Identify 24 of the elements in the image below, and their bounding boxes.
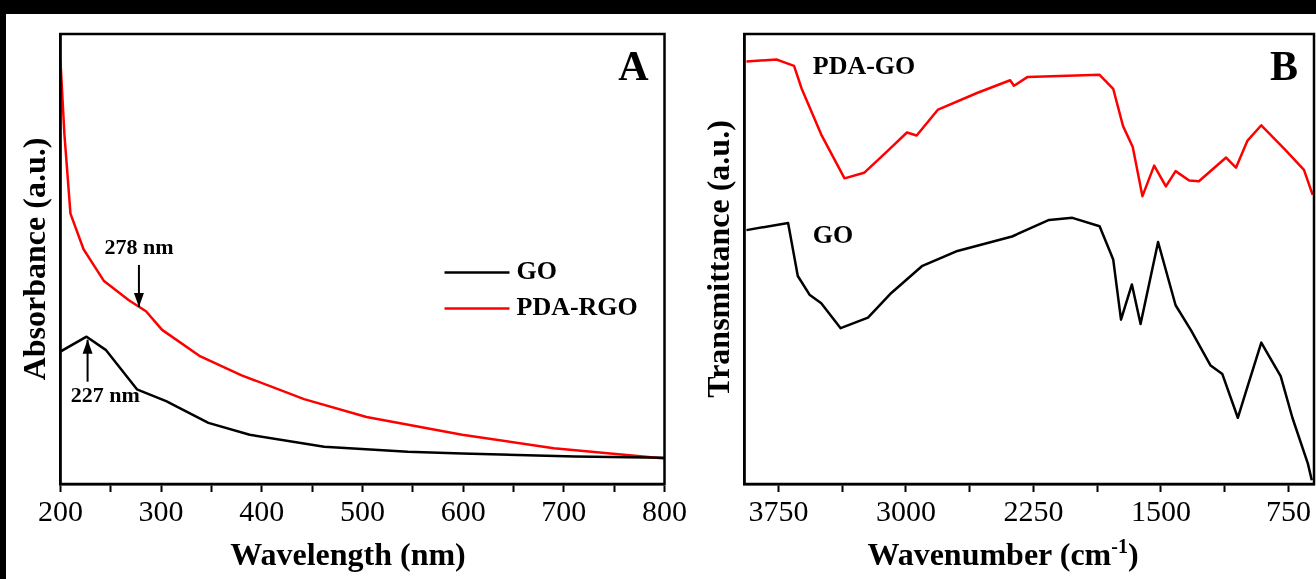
x-axis-title: Wavelength (nm) (229, 536, 467, 573)
x-tick-label: 1500 (1130, 493, 1191, 527)
y-axis-title: Absorbance (a.u.) (16, 137, 53, 381)
y-axis-title: Transmittance (a.u.) (700, 120, 737, 398)
x-tick-label: 700 (541, 493, 587, 527)
x-axis-title: Wavenumber (cm$^{-1}$) (866, 535, 1140, 573)
x-tick-label: 200 (37, 493, 83, 527)
x-tick-label: 300 (138, 493, 184, 527)
x-tick-label: 750 (1266, 493, 1311, 527)
x-tick-label: 400 (239, 493, 285, 527)
x-tick-label: 600 (440, 493, 486, 527)
x-tick-label: 800 (642, 493, 687, 527)
annotation: 278 nm (104, 233, 174, 259)
series-label: PDA-GO (812, 51, 916, 81)
legend-label: GO (516, 256, 557, 286)
annotation: B (1269, 42, 1298, 89)
x-tick-label: 500 (339, 493, 385, 527)
x-tick-label: 3750 (748, 493, 809, 527)
annotation: A (618, 42, 650, 89)
legend-label: PDA-RGO (516, 292, 638, 322)
x-tick-label: 2250 (1003, 493, 1064, 527)
annotation: 227 nm (70, 382, 140, 408)
series-label: GO (812, 219, 854, 249)
x-tick-label: 3000 (875, 493, 936, 527)
